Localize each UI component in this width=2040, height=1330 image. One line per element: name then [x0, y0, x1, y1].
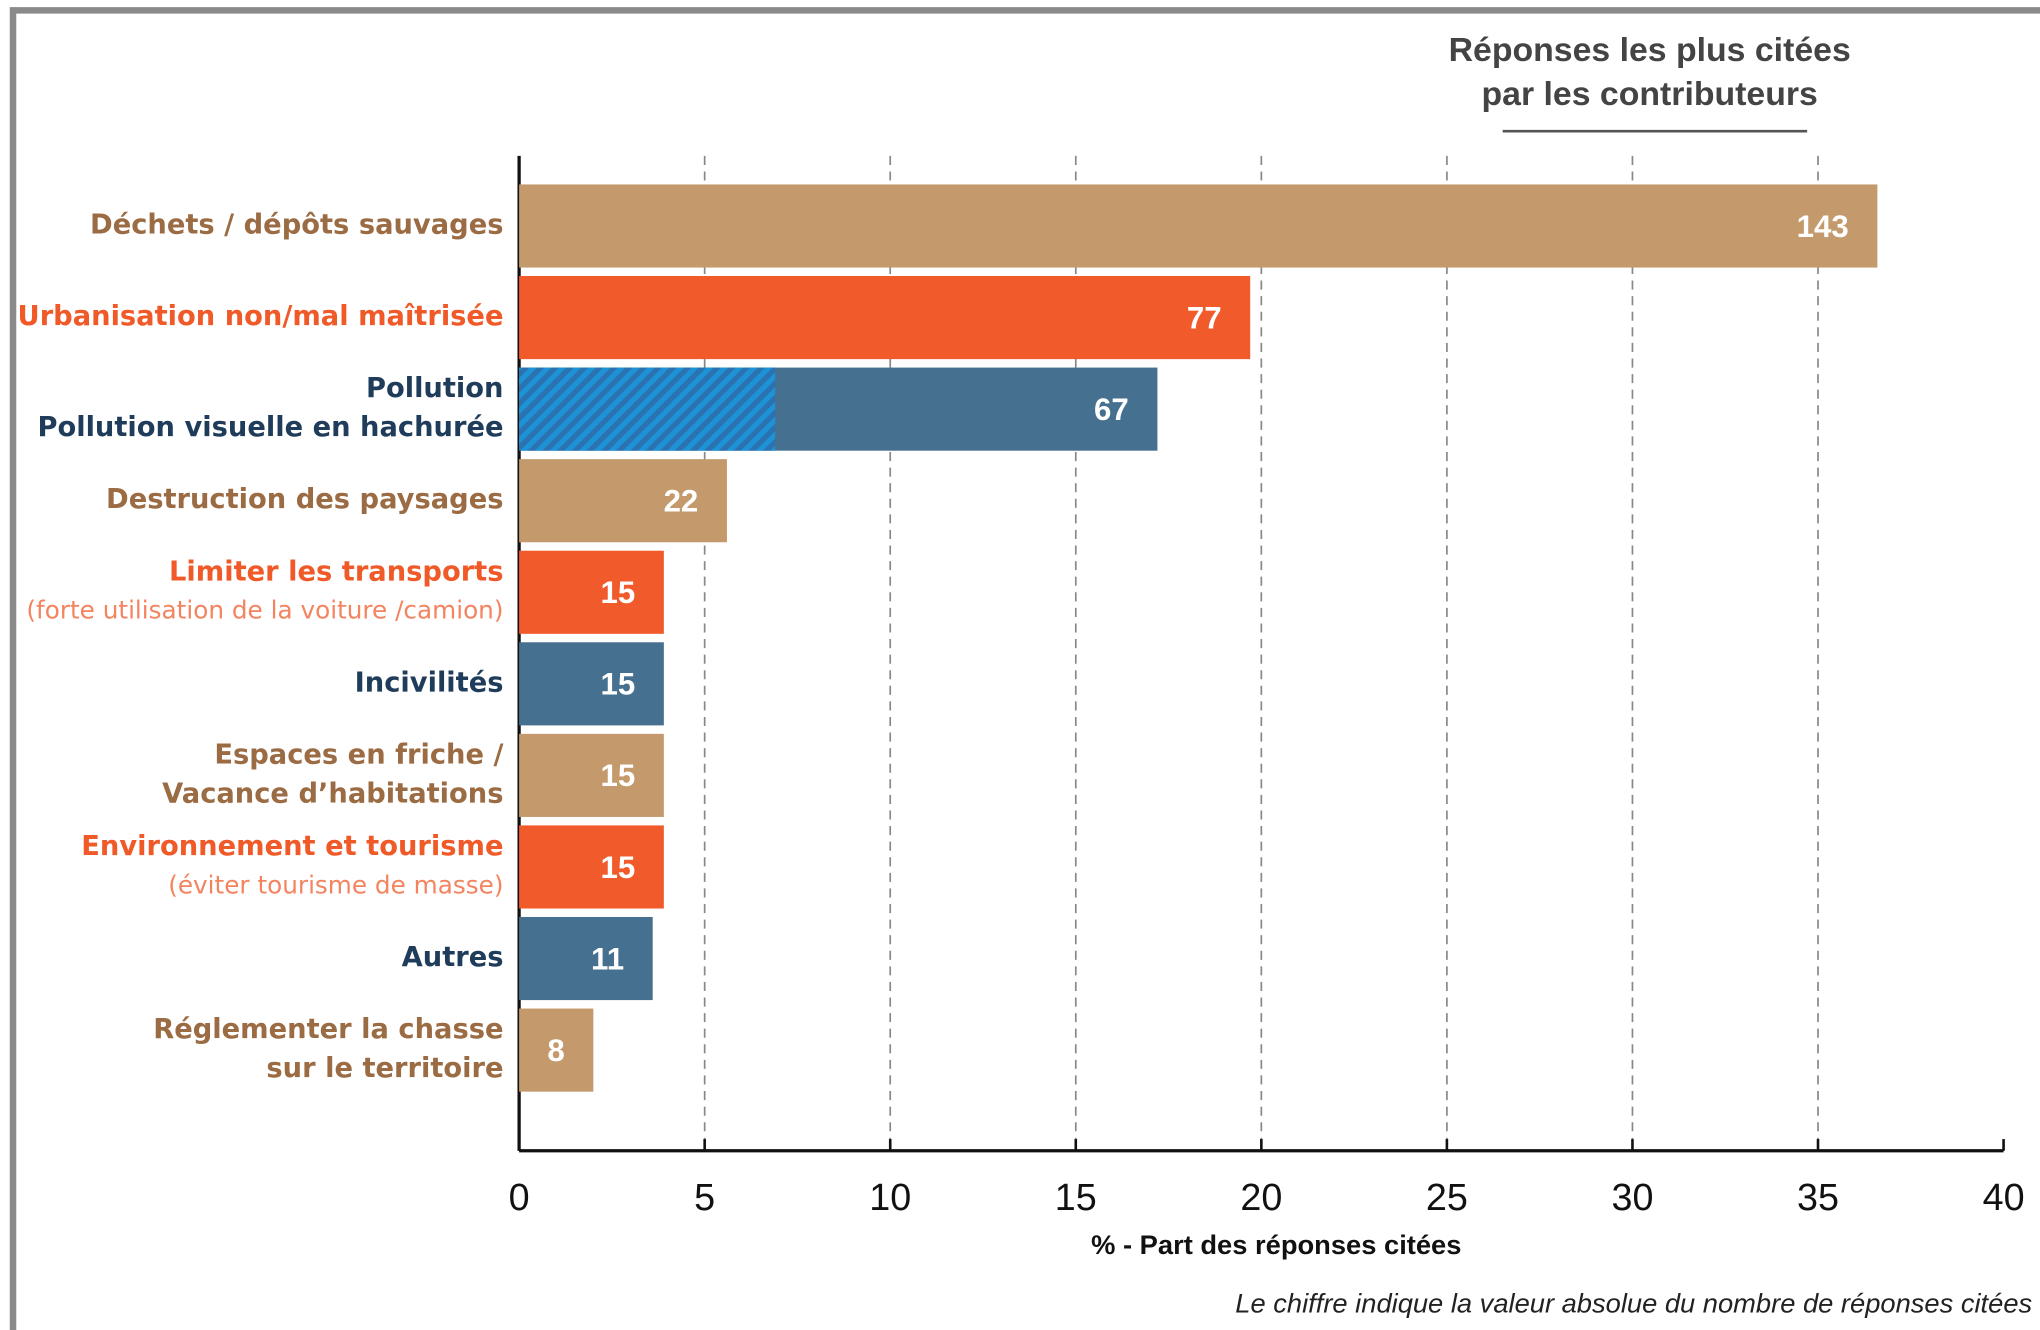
footnote: Le chiffre indique la valeur absolue du …	[1235, 1288, 2032, 1319]
bar	[519, 1008, 594, 1092]
count-label: 143	[1797, 209, 1849, 244]
hatched-bar	[519, 367, 776, 451]
count-label: 11	[591, 941, 624, 976]
category-label: Destruction des paysages	[106, 484, 503, 515]
category-note: (forte utilisation de la voiture /camion…	[26, 596, 503, 625]
x-tick-label: 10	[869, 1176, 911, 1218]
x-axis-label: % - Part des réponses citées	[1091, 1229, 1461, 1260]
category-label: Autres	[402, 942, 504, 973]
count-label: 8	[547, 1033, 564, 1068]
category-label: sur le territoire	[266, 1053, 503, 1084]
x-tick-label: 20	[1240, 1176, 1282, 1218]
category-label: Réglementer la chasse	[153, 1014, 503, 1045]
count-label: 77	[1187, 300, 1222, 335]
count-label: 67	[1094, 392, 1129, 427]
category-label: Pollution	[366, 373, 504, 404]
category-label: Espaces en friche /	[214, 739, 503, 770]
category-label: Limiter les transports	[169, 556, 503, 587]
x-tick-label: 30	[1611, 1176, 1653, 1218]
category-label: Incivilités	[355, 667, 504, 698]
bar	[519, 459, 727, 543]
x-tick-label: 35	[1797, 1176, 1839, 1218]
category-note: (éviter tourisme de masse)	[168, 870, 503, 899]
x-tick-label: 0	[509, 1176, 530, 1218]
bar	[519, 276, 1251, 360]
bar	[519, 550, 664, 634]
chart-title: Réponses les plus citées	[1449, 31, 1851, 69]
x-tick-label: 25	[1426, 1176, 1468, 1218]
bar	[519, 733, 664, 817]
x-tick-label: 40	[1983, 1176, 2025, 1218]
count-label: 15	[600, 850, 635, 885]
chart-title: par les contributeurs	[1482, 75, 1818, 113]
bar	[519, 642, 664, 726]
x-tick-label: 5	[694, 1176, 715, 1218]
category-label: Environnement et tourisme	[81, 831, 503, 862]
category-label: Déchets / dépôts sauvages	[90, 210, 503, 241]
count-label: 15	[600, 667, 635, 702]
category-label: Pollution visuelle en hachurée	[37, 412, 503, 443]
count-label: 22	[664, 484, 699, 519]
count-label: 15	[600, 575, 635, 610]
category-label: Urbanisation non/mal maîtrisée	[18, 301, 504, 332]
bar	[519, 825, 664, 909]
frame	[9, 7, 2040, 1330]
count-label: 15	[600, 758, 635, 793]
bar	[519, 184, 1878, 268]
bar	[519, 916, 653, 1001]
x-tick-label: 15	[1055, 1176, 1097, 1218]
category-label: Vacance d’habitations	[162, 778, 503, 809]
